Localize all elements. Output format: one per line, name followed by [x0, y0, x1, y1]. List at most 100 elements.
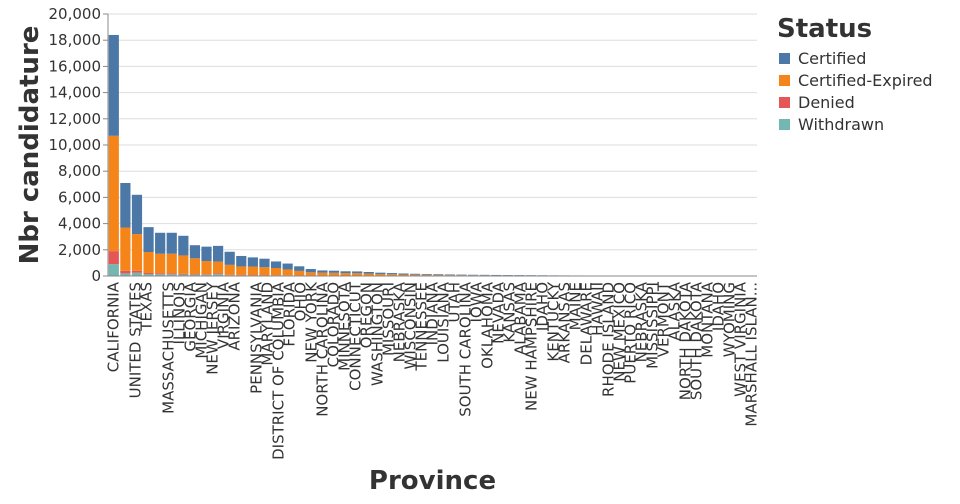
x-tick-label: TEXAS — [138, 282, 156, 332]
bar-segment — [352, 271, 362, 273]
bar-segment — [317, 273, 327, 276]
y-axis: 0 2,000 4,000 6,000 8,000 10,000 12,000 14,000 1… — [49, 5, 109, 285]
bar-segment — [225, 252, 235, 265]
bar-segment — [178, 236, 188, 256]
y-tick-label: 6,000 — [58, 188, 101, 206]
bar-segment — [120, 271, 130, 274]
bar-segment — [190, 245, 200, 258]
bar-segment — [132, 195, 142, 234]
bar-segment — [236, 256, 246, 266]
legend-label: Certified-Expired — [798, 71, 933, 90]
bar-segment — [352, 273, 362, 275]
bar-segment — [248, 267, 258, 276]
bar-segment — [132, 234, 142, 271]
bar-segment — [178, 274, 188, 275]
bar-segment — [213, 246, 223, 262]
bar-segment — [375, 273, 385, 274]
bar-segment — [283, 264, 293, 270]
bar-segment — [236, 266, 246, 275]
y-tick-label: 16,000 — [49, 57, 102, 75]
bar-segment — [155, 254, 165, 274]
x-tick-label: CALIFORNIA — [105, 281, 123, 372]
bar-segment — [271, 268, 281, 275]
y-axis-title: Nbr candidature — [15, 26, 45, 265]
bar-segment — [178, 255, 188, 273]
bar-segment — [167, 273, 177, 274]
legend-swatch — [779, 53, 790, 64]
gridlines — [108, 14, 757, 276]
bar-segment — [317, 270, 327, 272]
bar-segment — [155, 233, 165, 254]
bar-segment — [410, 274, 420, 275]
bar-segment — [120, 228, 130, 271]
bar-segment — [143, 227, 153, 252]
legend-swatch — [779, 75, 790, 86]
bar-segment — [468, 275, 478, 276]
bars — [109, 35, 757, 276]
bar-segment — [109, 251, 119, 264]
bar-segment — [294, 266, 304, 271]
legend-swatch — [779, 97, 790, 108]
bar-segment — [329, 271, 339, 273]
bar-segment — [132, 271, 142, 273]
bar-segment — [364, 272, 374, 274]
legend-label: Certified — [798, 49, 866, 68]
x-tick-label: MARSHALL ISLAN... — [743, 282, 761, 427]
bar-segment — [329, 273, 339, 276]
bar-segment — [445, 274, 455, 275]
bar-segment — [155, 273, 165, 274]
bar-segment — [294, 271, 304, 276]
bar-segment — [213, 273, 223, 274]
y-tick-label: 8,000 — [58, 162, 101, 180]
legend-title: Status — [777, 14, 872, 44]
legend-label: Denied — [798, 93, 855, 112]
bar-segment — [201, 247, 211, 261]
bar-segment — [340, 273, 350, 276]
bar-segment — [120, 183, 130, 228]
bar-segment — [398, 273, 408, 274]
y-tick-label: 4,000 — [58, 215, 101, 233]
bar-segment — [271, 261, 281, 268]
bar-segment — [167, 233, 177, 254]
bar-segment — [201, 274, 211, 275]
legend-swatch — [779, 119, 790, 130]
bar-segment — [306, 269, 316, 272]
bar-segment — [306, 272, 316, 275]
bar-segment — [109, 136, 119, 251]
bar-segment — [190, 274, 200, 275]
bar-segment — [283, 269, 293, 275]
bar-segment — [259, 267, 269, 275]
legend-label: Withdrawn — [798, 115, 884, 134]
bar-segment — [225, 265, 235, 275]
bar-segment — [387, 273, 397, 274]
y-tick-label: 0 — [91, 267, 101, 285]
y-tick-label: 2,000 — [58, 241, 101, 259]
bar-segment — [340, 271, 350, 273]
x-axis-title: Province — [369, 466, 496, 496]
bar-segment — [190, 258, 200, 274]
bar-segment — [167, 254, 177, 274]
bar-segment — [456, 275, 466, 276]
bar-segment — [259, 259, 269, 268]
y-tick-label: 14,000 — [49, 84, 102, 102]
bar-segment — [213, 262, 223, 274]
bar-segment — [225, 275, 235, 276]
legend: Status Certified Certified-Expired Denied W… — [777, 14, 933, 134]
bar-segment — [248, 257, 258, 266]
bar-segment — [433, 274, 443, 275]
y-tick-label: 20,000 — [49, 5, 102, 23]
bar-segment — [143, 252, 153, 273]
y-tick-label: 12,000 — [49, 110, 102, 128]
bar-segment — [109, 264, 119, 276]
x-tick-label: ARIZONA — [226, 281, 244, 350]
bar-segment — [109, 35, 119, 136]
y-tick-label: 10,000 — [49, 136, 102, 154]
bar-segment — [422, 274, 432, 275]
y-tick-label: 18,000 — [49, 31, 102, 49]
bar-segment — [143, 273, 153, 274]
bar-segment — [201, 261, 211, 274]
bar-segment — [364, 274, 374, 276]
